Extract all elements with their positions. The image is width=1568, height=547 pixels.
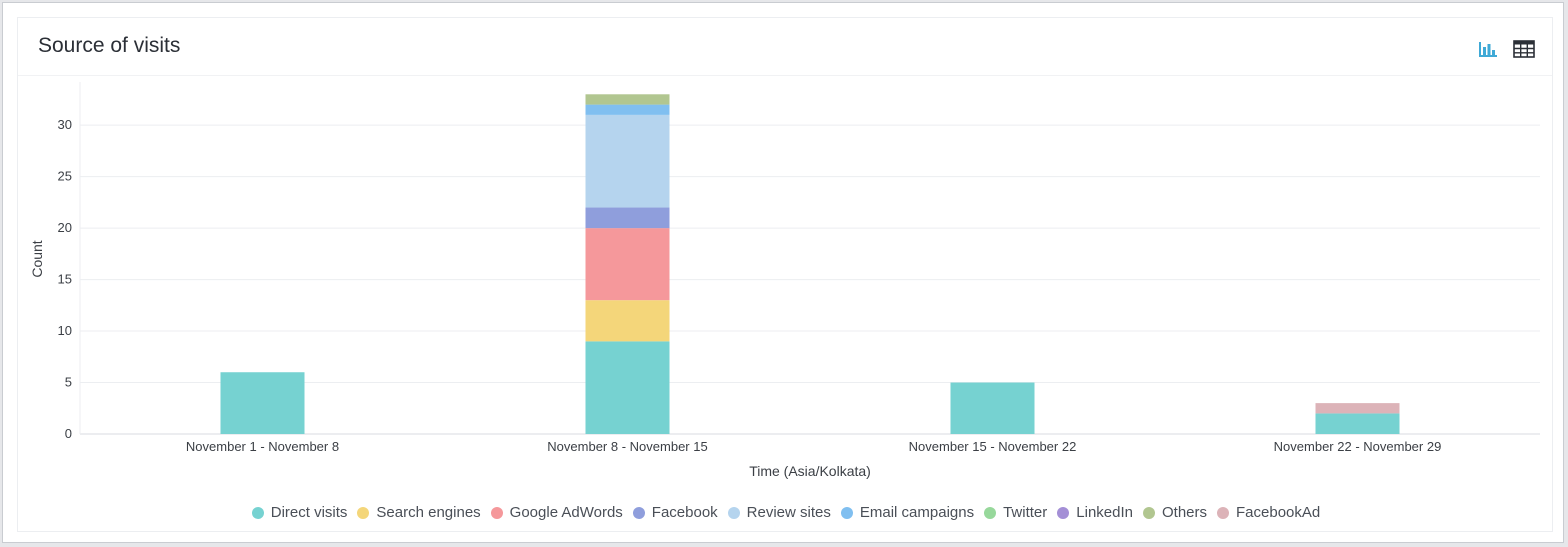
bar-segment[interactable] bbox=[585, 94, 670, 105]
legend-swatch bbox=[1217, 506, 1230, 519]
bar-segment[interactable] bbox=[585, 341, 670, 434]
x-tick-label: November 1 - November 8 bbox=[186, 439, 339, 454]
legend-swatch bbox=[984, 506, 997, 519]
legend-item[interactable]: Others bbox=[1143, 504, 1207, 521]
legend-label: Google AdWords bbox=[509, 504, 623, 521]
source-of-visits-card: Source of visits bbox=[17, 17, 1553, 532]
legend-label: Review sites bbox=[746, 504, 831, 521]
legend-label: Direct visits bbox=[270, 504, 348, 521]
legend-swatch bbox=[357, 506, 370, 519]
legend-item[interactable]: Google AdWords bbox=[490, 504, 623, 521]
stacked-bar-chart: 0 5 10 15 20 25 30 Count November 1 - November 8… bbox=[29, 82, 1540, 479]
legend-label: Twitter bbox=[1003, 504, 1048, 521]
bar-segment[interactable] bbox=[585, 228, 670, 301]
table-grid-icon bbox=[1513, 40, 1535, 58]
legend-item[interactable]: Search engines bbox=[357, 504, 481, 521]
bar-segment[interactable] bbox=[585, 207, 670, 229]
legend-label: Facebook bbox=[651, 504, 718, 521]
legend-item[interactable]: Twitter bbox=[984, 504, 1047, 521]
bar-segment[interactable] bbox=[1315, 403, 1400, 414]
card-title: Source of visits bbox=[38, 34, 181, 57]
bar-segment[interactable] bbox=[1315, 413, 1400, 434]
bar-segment[interactable] bbox=[220, 372, 305, 434]
y-tick-label: 15 bbox=[58, 272, 72, 287]
legend-item[interactable]: FacebookAd bbox=[1217, 504, 1320, 521]
legend-swatch bbox=[632, 506, 645, 519]
bar-segment[interactable] bbox=[585, 104, 670, 115]
legend-label: FacebookAd bbox=[1236, 504, 1321, 521]
legend-label: Search engines bbox=[376, 504, 481, 521]
y-tick-label: 0 bbox=[65, 426, 72, 441]
legend-swatch bbox=[727, 506, 740, 519]
legend-item[interactable]: Direct visits bbox=[251, 504, 348, 521]
legend-swatch bbox=[490, 506, 503, 519]
x-tick-label: November 15 - November 22 bbox=[909, 439, 1077, 454]
legend-label: Email campaigns bbox=[859, 504, 975, 521]
y-tick-label: 20 bbox=[58, 220, 72, 235]
legend-item[interactable]: LinkedIn bbox=[1057, 504, 1133, 521]
legend-swatch bbox=[1143, 506, 1155, 519]
x-tick-label: November 8 - November 15 bbox=[547, 439, 707, 454]
chart-view-button[interactable] bbox=[1476, 38, 1500, 60]
chart-legend: Direct visits Search engines Google AdWord… bbox=[18, 504, 1554, 521]
legend-label: LinkedIn bbox=[1076, 504, 1133, 521]
x-axis-title: Time (Asia/Kolkata) bbox=[749, 463, 871, 479]
legend-label: Others bbox=[1162, 504, 1208, 521]
bar-segment[interactable] bbox=[950, 382, 1035, 434]
y-tick-label: 25 bbox=[58, 169, 72, 184]
bar-segment[interactable] bbox=[585, 300, 670, 342]
legend-item[interactable]: Email campaigns bbox=[840, 504, 975, 521]
legend-item[interactable]: Review sites bbox=[727, 504, 831, 521]
y-tick-label: 5 bbox=[65, 375, 72, 390]
y-tick-label: 10 bbox=[58, 323, 72, 338]
legend-swatch bbox=[251, 506, 264, 519]
y-tick-label: 30 bbox=[58, 117, 72, 132]
card-header: Source of visits bbox=[18, 18, 1552, 76]
bar-chart-icon bbox=[1479, 42, 1497, 57]
y-axis-title: Count bbox=[29, 240, 45, 277]
legend-swatch bbox=[840, 506, 853, 519]
x-tick-label: November 22 - November 29 bbox=[1274, 439, 1442, 454]
legend-item[interactable]: Facebook bbox=[632, 504, 718, 521]
legend-swatch bbox=[1057, 506, 1070, 519]
table-view-button[interactable] bbox=[1512, 38, 1536, 60]
bar-segment[interactable] bbox=[585, 114, 670, 208]
